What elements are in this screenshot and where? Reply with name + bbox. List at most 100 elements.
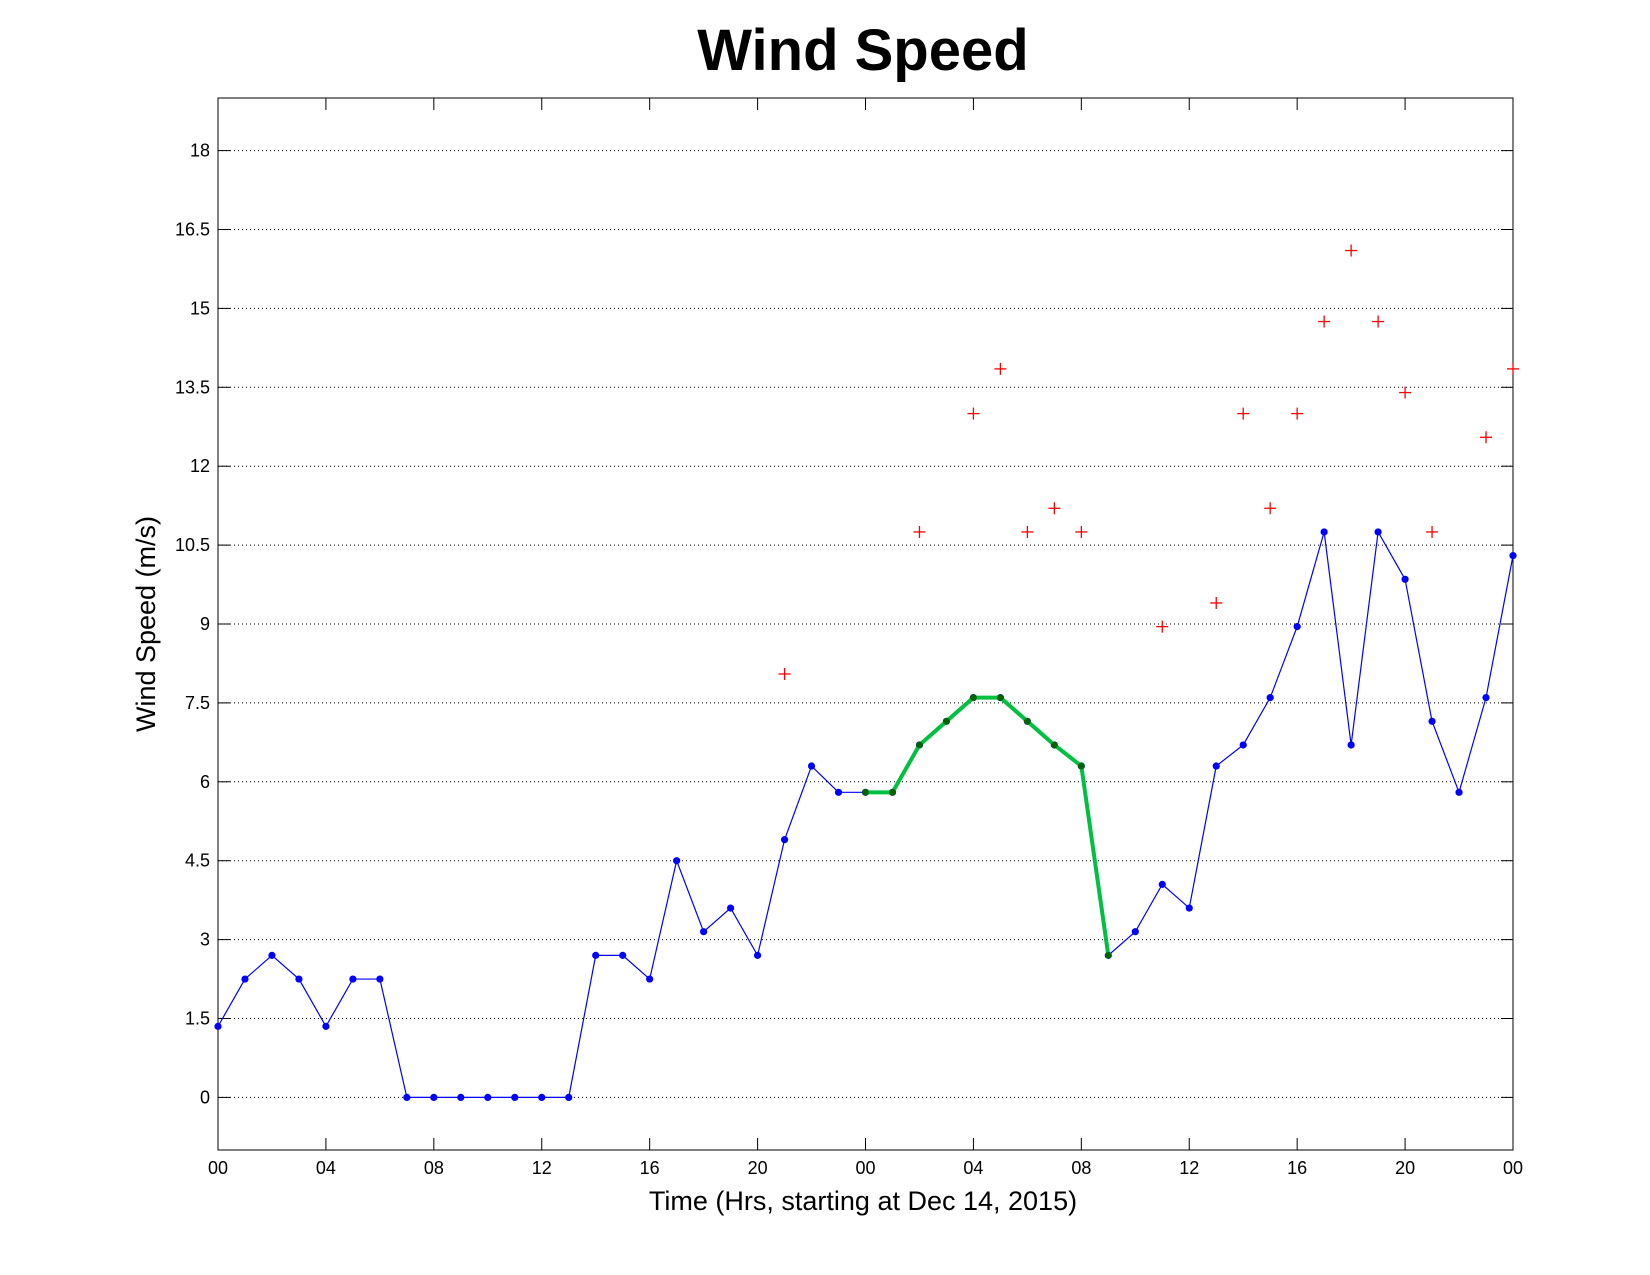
- x-tick-label: 04: [316, 1158, 336, 1178]
- x-tick-label: 00: [855, 1158, 875, 1178]
- green-data-point: [1104, 951, 1112, 959]
- red-plus-marker: [1291, 407, 1304, 420]
- red-plus-marker: [1426, 525, 1439, 538]
- blue-data-point: [592, 951, 600, 959]
- x-axis-label: Time (Hrs, starting at Dec 14, 2015): [649, 1186, 1077, 1216]
- blue-data-point: [295, 975, 303, 983]
- blue-data-point: [484, 1093, 492, 1101]
- blue-data-point: [241, 975, 249, 983]
- blue-data-point: [538, 1093, 546, 1101]
- blue-data-point: [1131, 928, 1139, 936]
- x-tick-label: 12: [1179, 1158, 1199, 1178]
- red-plus-marker: [1021, 525, 1034, 538]
- red-plus-marker: [1318, 315, 1331, 328]
- blue-data-point: [430, 1093, 438, 1101]
- y-tick-label: 7.5: [185, 693, 210, 713]
- green-data-point: [889, 788, 896, 796]
- blue-data-point: [1509, 552, 1517, 560]
- data-series: [214, 244, 1519, 1101]
- red-plus-marker: [1264, 502, 1277, 515]
- series-1-thick-line: [862, 694, 1112, 959]
- blue-data-point: [646, 975, 654, 983]
- x-tick-label: 08: [1071, 1158, 1091, 1178]
- y-tick-label: 18: [190, 141, 210, 161]
- y-tick-label: 0: [200, 1087, 210, 1107]
- y-axis-label: Wind Speed (m/s): [131, 516, 161, 732]
- blue-data-point: [376, 975, 384, 983]
- blue-data-point: [1347, 741, 1355, 749]
- blue-data-point: [1212, 762, 1220, 770]
- red-plus-marker: [1156, 620, 1169, 633]
- red-plus-marker: [1237, 407, 1250, 420]
- x-tick-label: 04: [963, 1158, 983, 1178]
- blue-data-point: [834, 788, 843, 796]
- x-tick-label: 00: [1503, 1158, 1523, 1178]
- grid-lines: [218, 150, 1513, 1098]
- blue-data-point: [1374, 528, 1382, 536]
- blue-data-point: [780, 836, 789, 844]
- y-tick-label: 9: [200, 614, 210, 634]
- blue-data-point: [1158, 880, 1166, 888]
- blue-data-point: [673, 857, 681, 865]
- x-tick-label: 16: [1287, 1158, 1307, 1178]
- red-plus-marker: [1507, 362, 1519, 375]
- blue-data-point: [1320, 528, 1328, 536]
- series-2-plus-markers: [778, 244, 1519, 680]
- blue-data-point: [700, 928, 708, 936]
- blue-data-point: [1401, 575, 1409, 583]
- y-tick-label: 10.5: [175, 535, 210, 555]
- blue-data-point: [1239, 741, 1247, 749]
- red-plus-marker: [1075, 525, 1088, 538]
- y-tick-label: 13.5: [175, 377, 210, 397]
- red-plus-marker: [1345, 244, 1358, 257]
- blue-data-point: [511, 1093, 519, 1101]
- x-tick-label: 08: [424, 1158, 444, 1178]
- green-line: [865, 695, 1111, 956]
- x-tick-label: 16: [640, 1158, 660, 1178]
- green-data-point: [916, 741, 923, 749]
- blue-data-point: [1428, 717, 1436, 725]
- y-tick-label: 12: [190, 456, 210, 476]
- blue-data-point: [565, 1093, 573, 1101]
- blue-data-point: [727, 904, 735, 912]
- red-plus-marker: [1048, 502, 1061, 515]
- blue-data-point: [1185, 904, 1193, 912]
- green-data-point: [1050, 741, 1058, 749]
- red-plus-marker: [967, 407, 980, 420]
- red-plus-marker: [778, 667, 791, 680]
- blue-data-point: [322, 1022, 330, 1030]
- blue-data-point: [1455, 788, 1463, 796]
- x-tick-label: 12: [532, 1158, 552, 1178]
- series-0-line-markers: [214, 528, 1517, 1101]
- red-plus-marker: [1480, 431, 1493, 444]
- y-tick-label: 1.5: [185, 1009, 210, 1029]
- blue-line: [217, 530, 1514, 1099]
- blue-data-point: [214, 1022, 222, 1030]
- blue-data-point: [619, 951, 627, 959]
- chart-title: Wind Speed: [697, 18, 1028, 83]
- red-plus-marker: [913, 525, 926, 538]
- blue-data-point: [1293, 623, 1301, 631]
- green-data-point: [862, 788, 869, 796]
- green-data-point: [996, 694, 1004, 702]
- blue-data-point: [807, 762, 816, 770]
- blue-data-point: [753, 951, 762, 959]
- y-tick-label: 16.5: [175, 220, 210, 240]
- red-plus-marker: [994, 362, 1007, 375]
- red-plus-marker: [1372, 315, 1385, 328]
- blue-data-point: [457, 1093, 465, 1101]
- blue-data-point: [349, 975, 357, 983]
- red-plus-marker: [1399, 386, 1412, 399]
- x-tick-label: 20: [1395, 1158, 1415, 1178]
- green-data-point: [1077, 762, 1085, 770]
- blue-data-point: [1266, 694, 1274, 702]
- y-tick-label: 3: [200, 930, 210, 950]
- axis-ticks: 0 1.5 3 4.5 6 7.5 9 10.5 12 13.5 15 16.5 18 00 04 08 12 1…: [175, 98, 1523, 1178]
- x-tick-label: 20: [748, 1158, 768, 1178]
- green-data-point: [970, 694, 977, 702]
- y-tick-label: 6: [200, 772, 210, 792]
- blue-data-point: [403, 1093, 411, 1101]
- x-tick-label: 00: [208, 1158, 228, 1178]
- blue-data-point: [1482, 694, 1490, 702]
